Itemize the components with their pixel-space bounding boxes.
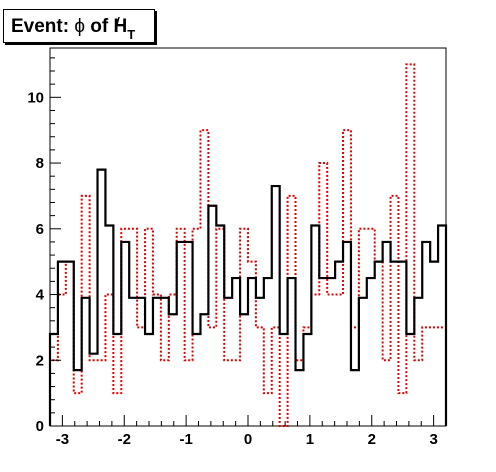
series-red-dotted-line: [49, 63, 447, 427]
chart-title: Event: ϕ of H / T: [11, 15, 135, 42]
chart-title-box: Event: ϕ of H / T: [3, 9, 155, 43]
title-subscript: T: [127, 27, 136, 42]
y-tick-label: 8: [36, 155, 44, 172]
x-tick-label: 1: [306, 431, 314, 448]
title-variable-slash: /: [114, 15, 120, 36]
x-tick-label: -3: [56, 431, 69, 448]
title-variable-letter: H: [113, 16, 128, 37]
x-tick-label: 0: [244, 431, 252, 448]
title-variable: H /: [113, 15, 128, 38]
y-tick-label: 4: [36, 287, 45, 304]
title-phi-symbol: ϕ: [74, 16, 86, 37]
x-tick-label: -1: [179, 431, 192, 448]
y-tick-label: 2: [36, 352, 44, 369]
series-black-solid-line: [48, 168, 448, 426]
x-tick-label: 3: [429, 431, 437, 448]
title-prefix: Event:: [11, 16, 75, 37]
axis-layer: -3 -2 -1 0 1 2 3 0 2 4 6 8 10: [27, 57, 438, 448]
x-tick-label: -2: [118, 431, 131, 448]
y-tick-label: 0: [36, 418, 44, 435]
y-tick-label: 10: [27, 89, 44, 106]
x-tick-label: 2: [368, 431, 376, 448]
y-tick-label: 6: [36, 221, 44, 238]
series-layer: [48, 63, 448, 427]
title-middle: of: [85, 16, 114, 37]
